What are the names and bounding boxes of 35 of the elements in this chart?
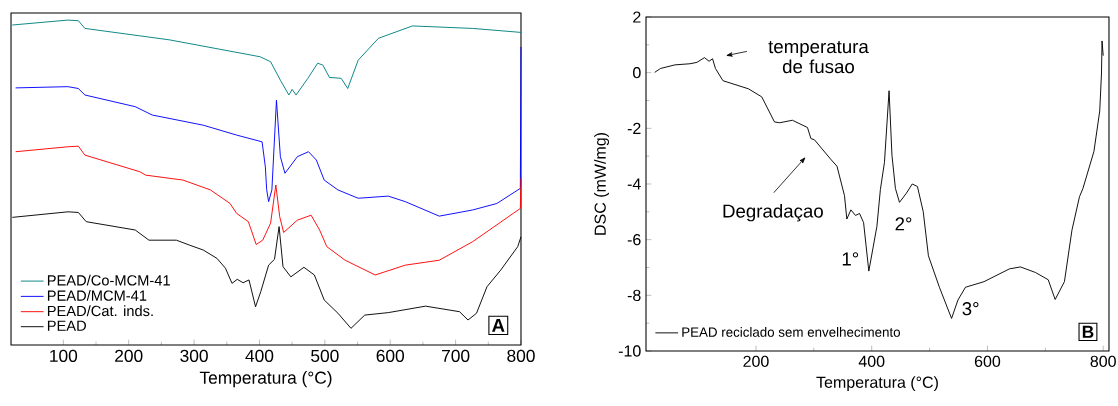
annotation: temperatura de fusao [768, 40, 869, 74]
x-tick-label: 300 [180, 349, 208, 362]
legend-label: PEAD/Cat. inds. [47, 305, 153, 317]
annotation: 2° [895, 217, 912, 231]
y-tick-label: -6 [627, 234, 641, 246]
annotation: A [492, 318, 505, 332]
legend-label: PEAD [47, 320, 86, 331]
y-tick-label: 2 [633, 11, 641, 23]
x-tick-label: 400 [858, 355, 885, 368]
x-tick-label: 200 [743, 355, 769, 368]
x-tick-label: 800 [507, 349, 535, 362]
x-tick-label: 400 [245, 349, 274, 362]
annotation: 1° [842, 252, 859, 266]
legend-label: PEAD/MCM-41 [47, 290, 147, 301]
x-tick-label: 200 [115, 349, 143, 362]
x-tick-label: 700 [442, 349, 470, 362]
legend-label: PEAD/Co-MCM-41 [47, 274, 170, 286]
y-axis-title: DSC (mW/mg) [594, 133, 610, 235]
y-tick-label: -4 [627, 178, 641, 190]
y-tick-label: -8 [627, 289, 641, 301]
x-tick-label: 600 [376, 349, 405, 362]
x-tick-label: 100 [50, 349, 78, 362]
line-series [654, 40, 1104, 319]
y-tick-label: -10 [618, 345, 641, 357]
x-axis-title: Temperatura (°C) [816, 376, 938, 392]
x-axis-title: Temperatura (°C) [199, 371, 332, 388]
legend-label: PEAD reciclado sem envelhecimento [682, 327, 901, 337]
annotation: 3° [962, 302, 979, 316]
x-tick-label: 500 [311, 349, 339, 362]
annotation: B [1082, 325, 1094, 338]
annotation: Degradaçao [723, 203, 823, 222]
y-tick-label: -2 [627, 122, 641, 134]
x-tick-label: 800 [1090, 355, 1116, 368]
x-tick-label: 600 [974, 355, 1001, 368]
y-tick-label: 0 [633, 67, 641, 79]
